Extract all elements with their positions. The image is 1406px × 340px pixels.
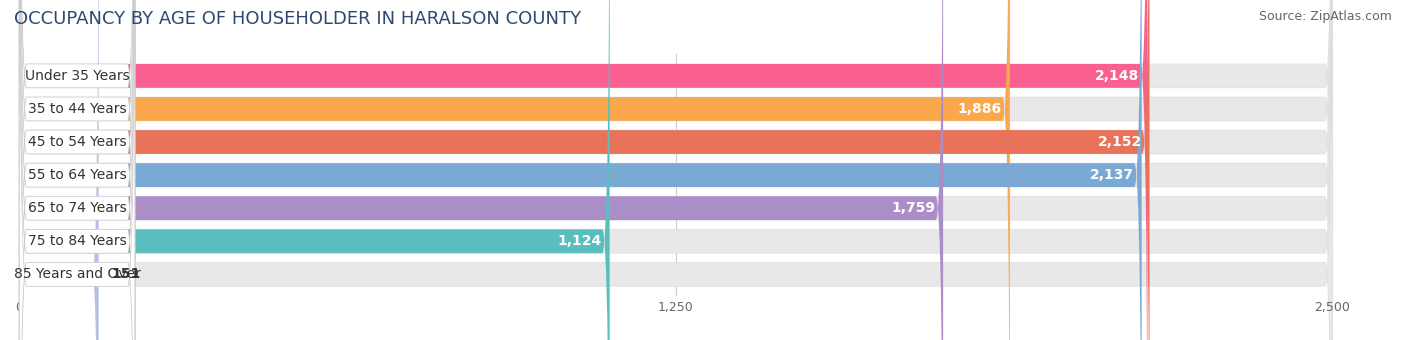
FancyBboxPatch shape <box>20 0 1333 340</box>
FancyBboxPatch shape <box>20 0 1333 340</box>
Text: 1,124: 1,124 <box>558 234 602 248</box>
Text: 45 to 54 Years: 45 to 54 Years <box>28 135 127 149</box>
FancyBboxPatch shape <box>20 0 1142 340</box>
FancyBboxPatch shape <box>20 0 135 340</box>
Text: 55 to 64 Years: 55 to 64 Years <box>28 168 127 182</box>
FancyBboxPatch shape <box>20 0 135 340</box>
FancyBboxPatch shape <box>20 0 1147 340</box>
Text: Source: ZipAtlas.com: Source: ZipAtlas.com <box>1258 10 1392 23</box>
Text: 2,137: 2,137 <box>1090 168 1133 182</box>
Text: 2,152: 2,152 <box>1098 135 1142 149</box>
Text: 65 to 74 Years: 65 to 74 Years <box>28 201 127 215</box>
FancyBboxPatch shape <box>20 0 1150 340</box>
FancyBboxPatch shape <box>20 0 1333 340</box>
FancyBboxPatch shape <box>20 0 943 340</box>
Text: 1,759: 1,759 <box>891 201 935 215</box>
FancyBboxPatch shape <box>20 0 1333 340</box>
FancyBboxPatch shape <box>20 0 1010 340</box>
Text: 1,886: 1,886 <box>957 102 1002 116</box>
FancyBboxPatch shape <box>20 0 98 340</box>
FancyBboxPatch shape <box>20 0 135 340</box>
FancyBboxPatch shape <box>20 0 1333 340</box>
FancyBboxPatch shape <box>20 0 135 340</box>
FancyBboxPatch shape <box>20 0 1333 340</box>
FancyBboxPatch shape <box>20 0 135 340</box>
Text: 85 Years and Over: 85 Years and Over <box>14 267 141 281</box>
FancyBboxPatch shape <box>20 0 135 340</box>
Text: 151: 151 <box>111 267 141 281</box>
FancyBboxPatch shape <box>20 0 1333 340</box>
Text: Under 35 Years: Under 35 Years <box>25 69 129 83</box>
Text: 75 to 84 Years: 75 to 84 Years <box>28 234 127 248</box>
Text: OCCUPANCY BY AGE OF HOUSEHOLDER IN HARALSON COUNTY: OCCUPANCY BY AGE OF HOUSEHOLDER IN HARAL… <box>14 10 581 28</box>
FancyBboxPatch shape <box>20 0 610 340</box>
Text: 35 to 44 Years: 35 to 44 Years <box>28 102 127 116</box>
FancyBboxPatch shape <box>20 0 135 340</box>
Text: 2,148: 2,148 <box>1095 69 1139 83</box>
